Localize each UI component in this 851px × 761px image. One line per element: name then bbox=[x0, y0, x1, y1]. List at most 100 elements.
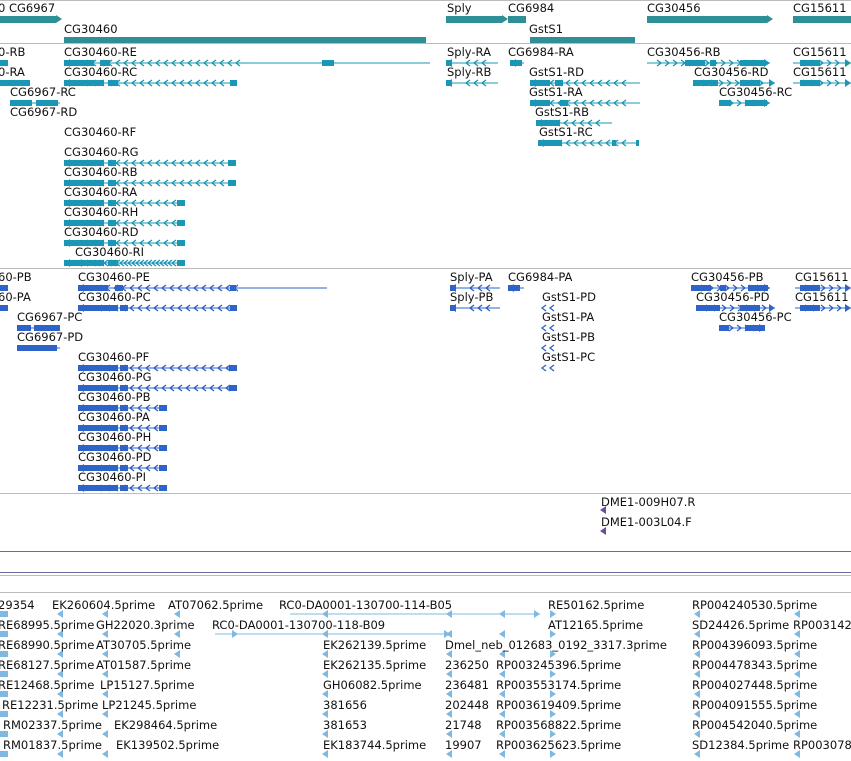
transcript-label[interactable]: CG30460-RE bbox=[64, 45, 137, 59]
est-label[interactable]: 381653 bbox=[323, 718, 367, 732]
est-label[interactable]: 29354 bbox=[0, 598, 35, 612]
protein-label[interactable]: CG15611 bbox=[795, 270, 849, 284]
transcript-label[interactable]: 0-RB bbox=[0, 45, 26, 59]
clone-label[interactable]: DME1-009H07.R bbox=[601, 495, 696, 509]
transcript-label[interactable]: CG30456-RC bbox=[719, 85, 793, 99]
transcript-label[interactable]: GstS1-RA bbox=[529, 85, 583, 99]
est-label[interactable]: RP004478343.5prime bbox=[692, 658, 818, 672]
transcript-label[interactable]: CG30460-RA bbox=[64, 185, 138, 199]
transcript-label[interactable]: CG15611 bbox=[793, 65, 847, 79]
gene-label[interactable]: CG30456 bbox=[647, 1, 701, 15]
transcript-label[interactable]: Sply-RB bbox=[447, 65, 492, 79]
transcript-label[interactable]: CG6967-RD bbox=[10, 105, 78, 119]
protein-label[interactable]: GstS1-PA bbox=[542, 310, 595, 324]
transcript-label[interactable]: CG30460-RC bbox=[64, 65, 138, 79]
protein-label[interactable]: CG30460-PC bbox=[78, 290, 151, 304]
transcript-label[interactable]: CG6967-RC bbox=[10, 85, 76, 99]
transcript-label[interactable]: CG30460-RD bbox=[64, 225, 139, 239]
transcript-label[interactable]: GstS1-RB bbox=[535, 105, 590, 119]
protein-label[interactable]: CG30456-PB bbox=[691, 270, 764, 284]
protein-label[interactable]: CG6984-PA bbox=[508, 270, 573, 284]
est-label[interactable]: SD24426.5prime bbox=[692, 618, 790, 632]
est-label[interactable]: Dmel_neb_012683_0192_3317.3prime bbox=[445, 638, 667, 652]
est-label[interactable]: RP003553174.5prime bbox=[496, 678, 622, 692]
est-label[interactable]: RE12231.5prime bbox=[2, 698, 99, 712]
protein-label[interactable]: Sply-PB bbox=[450, 290, 494, 304]
est-label[interactable]: RP003078 bbox=[793, 738, 851, 752]
est-label[interactable]: EK262135.5prime bbox=[323, 658, 427, 672]
transcript-label[interactable]: CG6984-RA bbox=[508, 45, 574, 59]
transcript-label[interactable]: CG30456-RD bbox=[694, 65, 769, 79]
transcript-label[interactable]: GstS1-RD bbox=[529, 65, 585, 79]
transcript-label[interactable]: CG30456-RB bbox=[647, 45, 721, 59]
protein-label[interactable]: 60-PA bbox=[0, 290, 31, 304]
est-label[interactable]: EK183744.5prime bbox=[323, 738, 427, 752]
gene-label[interactable]: CG30460 bbox=[64, 22, 118, 36]
est-label[interactable]: RP004027448.5prime bbox=[692, 678, 818, 692]
est-label[interactable]: GH06082.5prime bbox=[323, 678, 422, 692]
gene-label[interactable]: CG6984 bbox=[508, 1, 555, 15]
gene-label[interactable]: CG15611 bbox=[793, 1, 847, 15]
est-label[interactable]: LP21245.5prime bbox=[102, 698, 197, 712]
est-label[interactable]: AT12165.5prime bbox=[548, 618, 644, 632]
est-label[interactable]: EK260604.5prime bbox=[52, 598, 156, 612]
protein-label[interactable]: CG30460-PA bbox=[78, 410, 150, 424]
est-label[interactable]: RP004542040.5prime bbox=[692, 718, 818, 732]
transcript-label[interactable]: CG30460-RF bbox=[64, 125, 137, 139]
protein-label[interactable]: GstS1-PD bbox=[542, 290, 596, 304]
transcript-label[interactable]: GstS1-RC bbox=[539, 125, 593, 139]
protein-label[interactable]: 60-PB bbox=[0, 270, 32, 284]
transcript-label[interactable]: CG30460-RB bbox=[64, 165, 138, 179]
transcript-label[interactable]: Sply-RA bbox=[447, 45, 491, 59]
est-label[interactable]: 21748 bbox=[445, 718, 482, 732]
est-label[interactable]: 236250 bbox=[445, 658, 489, 672]
est-label[interactable]: RP003142 bbox=[793, 618, 851, 632]
est-label[interactable]: RC0-DA0001-130700-114-B05 bbox=[279, 598, 453, 612]
protein-label[interactable]: CG30460-PD bbox=[78, 450, 152, 464]
protein-label[interactable]: CG30460-PG bbox=[78, 370, 152, 384]
est-label[interactable]: RP004091555.5prime bbox=[692, 698, 818, 712]
transcript-label[interactable]: CG30460-RH bbox=[64, 205, 139, 219]
protein-label[interactable]: CG6967-PD bbox=[17, 330, 84, 344]
protein-label[interactable]: CG30456-PC bbox=[719, 310, 792, 324]
protein-label[interactable]: Sply-PA bbox=[450, 270, 493, 284]
transcript-label[interactable]: CG30460-RG bbox=[64, 145, 139, 159]
protein-label[interactable]: CG30460-PB bbox=[78, 390, 151, 404]
est-label[interactable]: RP004396093.5prime bbox=[692, 638, 818, 652]
protein-label[interactable]: CG30460-PF bbox=[78, 350, 150, 364]
est-label[interactable]: RP003625623.5prime bbox=[496, 738, 622, 752]
protein-label[interactable]: CG30456-PD bbox=[696, 290, 770, 304]
gene-label[interactable]: Sply bbox=[447, 1, 472, 15]
est-label[interactable]: RP003568822.5prime bbox=[496, 718, 622, 732]
est-label[interactable]: EK262139.5prime bbox=[323, 638, 427, 652]
est-label[interactable]: EK298464.5prime bbox=[114, 718, 218, 732]
est-label[interactable]: 381656 bbox=[323, 698, 367, 712]
est-label[interactable]: RE68990.5prime bbox=[0, 638, 95, 652]
est-label[interactable]: RE12468.5prime bbox=[0, 678, 95, 692]
est-label[interactable]: RE68127.5prime bbox=[0, 658, 95, 672]
est-label[interactable]: SD12384.5prime bbox=[692, 738, 790, 752]
est-label[interactable]: AT01587.5prime bbox=[96, 658, 192, 672]
protein-label[interactable]: CG30460-PH bbox=[78, 430, 152, 444]
protein-label[interactable]: GstS1-PB bbox=[542, 330, 596, 344]
transcript-label[interactable]: CG30460-RI bbox=[75, 245, 145, 259]
est-label[interactable]: AT07062.5prime bbox=[168, 598, 264, 612]
est-label[interactable]: 19907 bbox=[445, 738, 482, 752]
protein-label[interactable]: CG30460-PI bbox=[78, 470, 147, 484]
est-label[interactable]: RC0-DA0001-130700-118-B09 bbox=[212, 618, 386, 632]
protein-label[interactable]: CG6967-PC bbox=[17, 310, 83, 324]
transcript-label[interactable]: CG15611 bbox=[793, 45, 847, 59]
est-label[interactable]: RE50162.5prime bbox=[548, 598, 645, 612]
est-label[interactable]: AT30705.5prime bbox=[96, 638, 192, 652]
est-label[interactable]: 202448 bbox=[445, 698, 489, 712]
transcript-label[interactable]: 0-RA bbox=[0, 65, 25, 79]
est-label[interactable]: RM02337.5prime bbox=[3, 718, 102, 732]
est-label[interactable]: EK139502.5prime bbox=[116, 738, 220, 752]
est-label[interactable]: RP003619409.5prime bbox=[496, 698, 622, 712]
gene-label[interactable]: GstS1 bbox=[529, 22, 564, 36]
protein-label[interactable]: CG15611 bbox=[795, 290, 849, 304]
est-label[interactable]: LP15127.5prime bbox=[100, 678, 195, 692]
clone-label[interactable]: DME1-003L04.F bbox=[601, 515, 692, 529]
est-label[interactable]: RM01837.5prime bbox=[3, 738, 102, 752]
